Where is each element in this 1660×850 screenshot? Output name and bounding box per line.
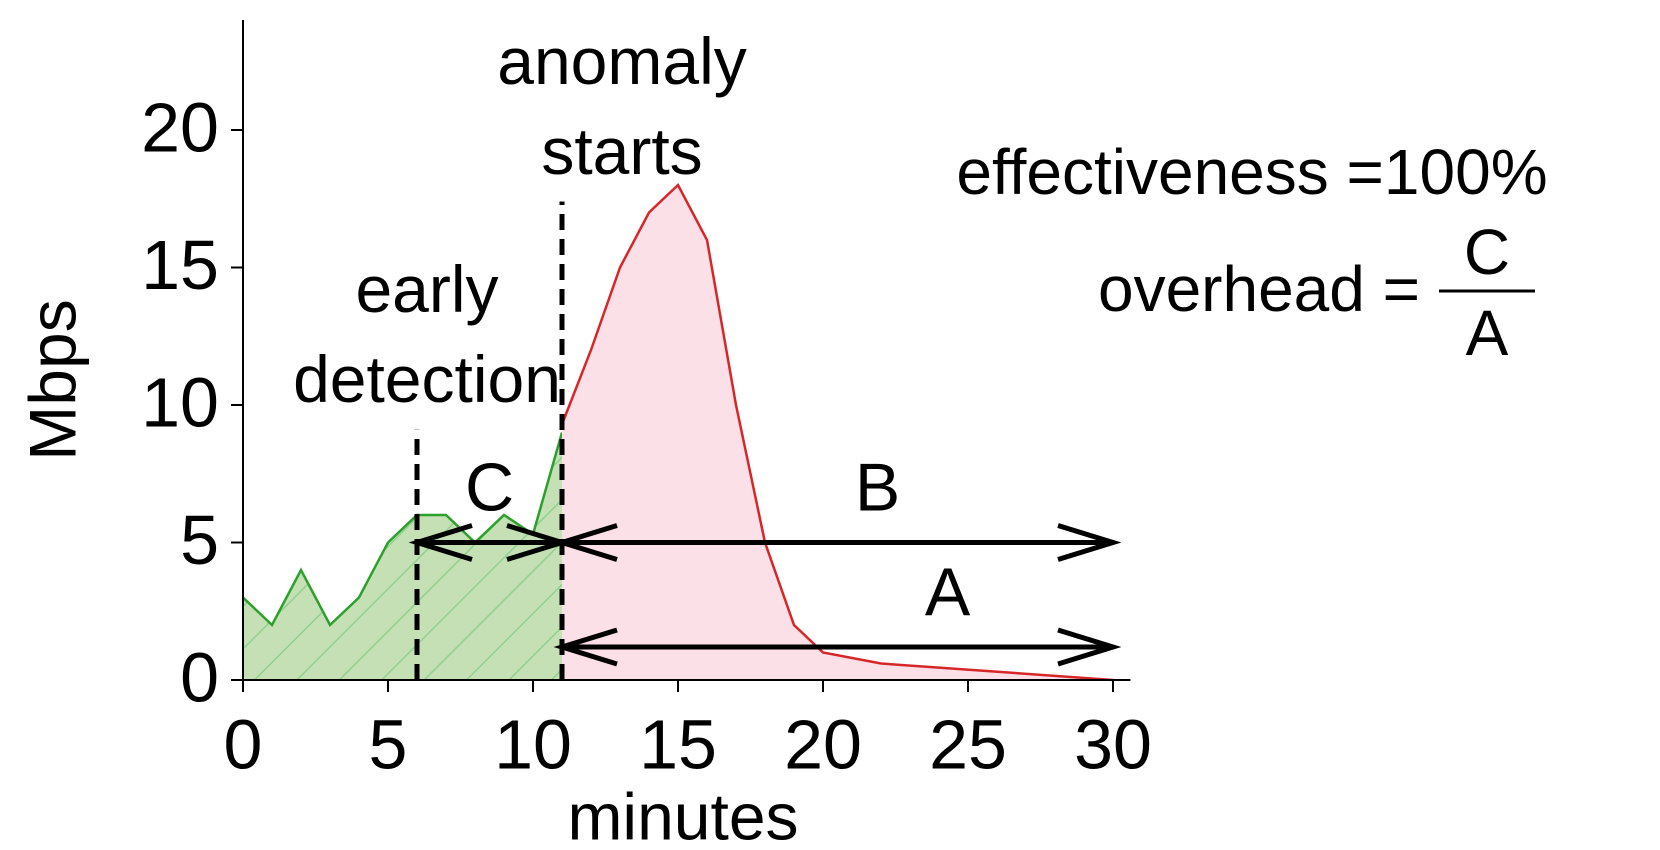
x-axis-label: minutes: [567, 779, 798, 850]
arrow-label: C: [465, 449, 514, 525]
x-tick-label: 0: [224, 705, 263, 783]
overhead-text: overhead =: [1098, 253, 1420, 325]
arrow-head: [408, 523, 473, 562]
x-tick-label: 5: [369, 705, 408, 783]
x-tick-label: 30: [1074, 705, 1152, 783]
arrow-head: [1057, 523, 1122, 562]
arrow-head: [1057, 627, 1122, 667]
series-area: [243, 432, 562, 680]
arrow-label: B: [855, 449, 900, 525]
x-tick-label: 25: [929, 705, 1007, 783]
marker-label: starts: [541, 114, 702, 188]
y-tick-label: 5: [180, 501, 219, 579]
arrow-head: [553, 627, 618, 667]
y-tick-label: 15: [141, 226, 219, 304]
y-tick-label: 10: [141, 363, 219, 441]
arrow-label: A: [925, 554, 971, 630]
plot-area: 0 5 10 15 20 0 5 10 15 20 25 30 early detection anomal…: [141, 20, 1152, 783]
effectiveness-text: effectiveness =100%: [956, 136, 1547, 208]
y-tick-label: 0: [180, 638, 219, 716]
series-area: [562, 185, 1113, 680]
series-line: [560, 182, 1114, 682]
x-tick-label: 10: [494, 705, 572, 783]
y-tick-label: 20: [141, 88, 219, 166]
overhead-numerator: C: [1464, 216, 1510, 288]
x-tick-label: 15: [639, 705, 717, 783]
overhead-denominator: A: [1466, 297, 1509, 369]
x-tick-label: 20: [784, 705, 862, 783]
marker-label: anomaly: [497, 24, 746, 98]
marker-label: early: [355, 252, 498, 326]
marker-label: detection: [293, 342, 561, 416]
y-axis-label: Mbps: [15, 299, 89, 460]
arrow-head: [553, 523, 618, 562]
series-line: [242, 432, 564, 628]
